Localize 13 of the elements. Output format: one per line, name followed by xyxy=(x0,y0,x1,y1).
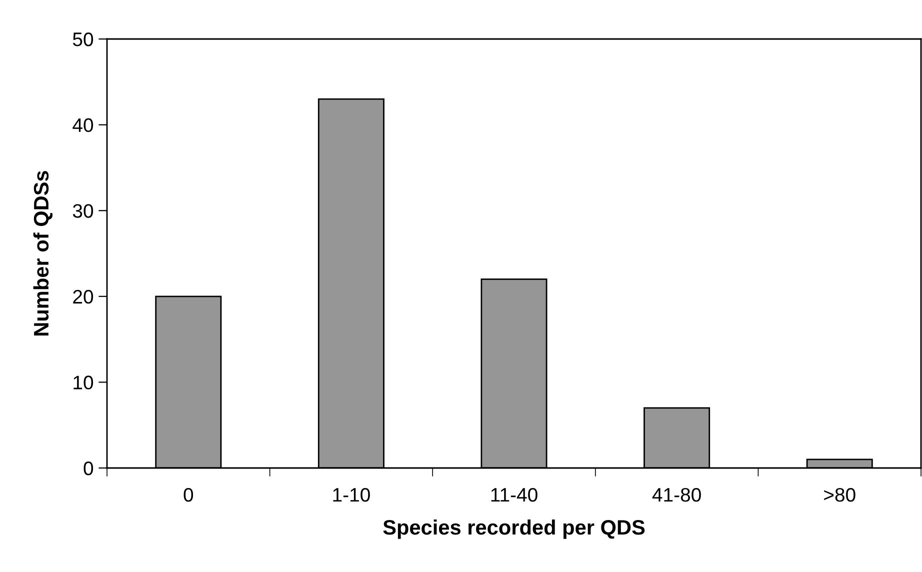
x-tick-label: 1-10 xyxy=(333,488,370,502)
x-tick-label: 11-40 xyxy=(491,488,538,502)
y-tick-label: 20 xyxy=(73,290,94,304)
x-axis-title: Species recorded per QDS xyxy=(383,519,645,539)
y-axis-title: Number of QDSs xyxy=(33,171,53,336)
y-tick-label: 30 xyxy=(72,204,94,218)
y-tick-label: 10 xyxy=(74,376,94,390)
x-tick-label: 0 xyxy=(184,488,194,502)
y-tick-label: 50 xyxy=(72,32,94,46)
x-tick-label: >80 xyxy=(824,488,856,502)
y-tick-label: 40 xyxy=(72,118,94,132)
x-tick-label: 41-80 xyxy=(652,488,701,502)
y-tick-label: 0 xyxy=(84,461,94,476)
